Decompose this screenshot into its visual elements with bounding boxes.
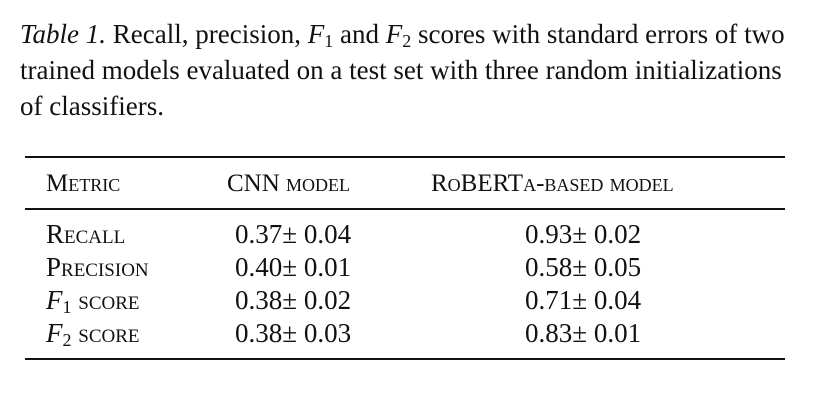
metric-name: F2 score (46, 317, 140, 350)
table-bottom-rule (25, 358, 785, 360)
cnn-value: 0.40± 0.01 (235, 252, 352, 282)
metric-f2-symbol: F (46, 318, 63, 348)
table-top-rule (25, 156, 785, 158)
cnn-value: 0.38± 0.03 (235, 318, 352, 348)
metric-name: F1 score (46, 284, 140, 317)
header-metric: Metric (46, 170, 121, 197)
metric-name: Recall (46, 219, 126, 249)
table-row-precision: Precision 0.40± 0.01 0.58± 0.05 (25, 251, 785, 284)
caption-text-3: scores with standard errors of two train… (20, 19, 785, 121)
table-header-rule (25, 208, 785, 210)
roberta-value: 0.58± 0.05 (525, 252, 642, 282)
caption-f2-symbol: F (385, 19, 403, 49)
caption-label: Table 1. (20, 19, 107, 49)
roberta-value: 0.71± 0.04 (525, 285, 642, 315)
caption-f1-symbol: F (307, 19, 325, 49)
caption-f2-subscript: 2 (402, 31, 412, 51)
header-roberta-model: RoBERTa-based model (431, 170, 674, 197)
caption-text-1: Recall, precision, (106, 19, 308, 49)
metric-f1-rest: score (71, 285, 140, 315)
roberta-value: 0.93± 0.02 (525, 219, 642, 249)
table-caption: Table 1. Recall, precision, F1 and F2 sc… (20, 16, 804, 124)
roberta-value: 0.83± 0.01 (525, 318, 642, 348)
metric-f2-rest: score (71, 318, 140, 348)
table-row-f1-score: F1 score 0.38± 0.02 0.71± 0.04 (25, 284, 785, 317)
header-cnn-model: CNN model (227, 170, 351, 197)
caption-text-2: and (333, 19, 386, 49)
metric-f1-symbol: F (46, 285, 63, 315)
caption-f1-subscript: 1 (324, 31, 334, 51)
metric-name: Precision (46, 252, 149, 282)
cnn-value: 0.38± 0.02 (235, 285, 352, 315)
table-row-f2-score: F2 score 0.38± 0.03 0.83± 0.01 (25, 317, 785, 350)
cnn-value: 0.37± 0.04 (235, 219, 352, 249)
metric-f2-subscript: 2 (62, 330, 72, 350)
table-row-recall: Recall 0.37± 0.04 0.93± 0.02 (25, 218, 785, 251)
metric-f1-subscript: 1 (62, 297, 72, 317)
